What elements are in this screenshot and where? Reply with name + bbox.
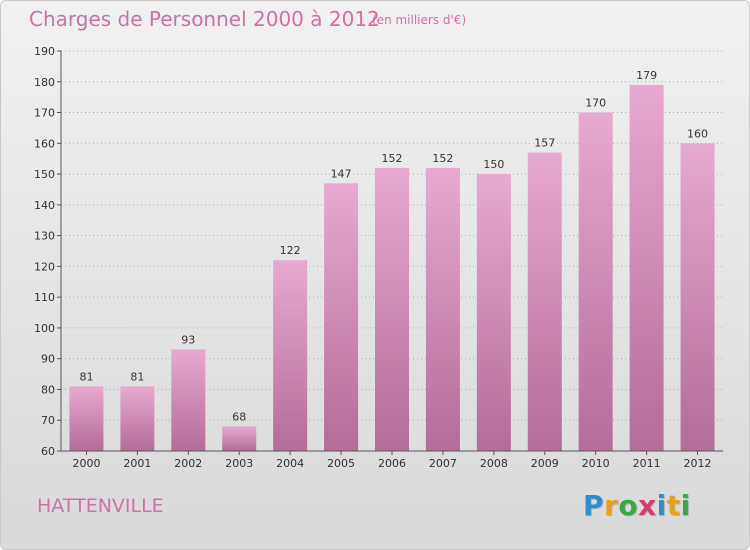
bar-value-label: 68: [232, 410, 246, 423]
x-tick-label: 2005: [327, 457, 355, 470]
x-tick-label: 2012: [684, 457, 712, 470]
y-tick-label: 140: [34, 199, 55, 212]
bar-value-label: 93: [181, 333, 195, 346]
x-tick-label: 2006: [378, 457, 406, 470]
x-tick-label: 2008: [480, 457, 508, 470]
bar-value-label: 147: [331, 167, 352, 180]
chart-title: Charges de Personnel 2000 à 2012: [29, 7, 380, 31]
bars: [69, 84, 715, 452]
y-tick-label: 190: [34, 45, 55, 58]
bar-value-label: 150: [483, 158, 504, 171]
bar: [680, 143, 715, 452]
y-tick-label: 110: [34, 291, 55, 304]
bar-value-label: 81: [130, 370, 144, 383]
y-tick-label: 170: [34, 107, 55, 120]
proxiti-logo[interactable]: Proxiti: [583, 489, 691, 522]
bar: [222, 426, 257, 451]
bar: [629, 84, 664, 451]
logo-letter: t: [666, 489, 681, 522]
x-tick-label: 2001: [123, 457, 151, 470]
bar: [324, 183, 359, 452]
x-tick-label: 2010: [582, 457, 610, 470]
bar: [69, 386, 104, 451]
bar-value-label: 81: [79, 370, 93, 383]
bar-value-label: 160: [687, 127, 708, 140]
y-tick-label: 100: [34, 322, 55, 335]
bar: [476, 174, 511, 452]
commune-name: HATTENVILLE: [37, 495, 164, 517]
x-tick-label: 2009: [531, 457, 559, 470]
bar: [375, 167, 409, 451]
labels: 60 70 80 90 100 110 120 130 140 150 160 170 180 190 81…: [34, 45, 712, 470]
y-tick-label: 90: [41, 353, 55, 366]
x-tick-label: 2007: [429, 457, 457, 470]
bar: [425, 167, 460, 451]
bar: [120, 386, 155, 451]
chart-subtitle: (en milliers d'€): [372, 13, 467, 27]
x-tick-label: 2004: [276, 457, 304, 470]
axes: [57, 50, 723, 455]
x-tick-label: 2000: [72, 457, 100, 470]
bar-value-label: 157: [534, 137, 555, 150]
bar-value-label: 170: [585, 97, 606, 110]
y-tick-label: 130: [34, 230, 55, 243]
y-tick-label: 150: [34, 168, 55, 181]
bar: [578, 112, 613, 452]
bar-value-label: 179: [636, 69, 657, 82]
x-tick-label: 2003: [225, 457, 253, 470]
logo-letter: r: [604, 489, 619, 522]
logo-letter: i: [656, 489, 667, 522]
y-tick-label: 60: [41, 445, 55, 458]
logo-letter: x: [638, 489, 657, 522]
bar: [527, 152, 562, 452]
bar-value-label: 152: [382, 152, 403, 165]
bar: [171, 349, 206, 451]
logo-letter: o: [618, 489, 639, 522]
logo-letter: P: [583, 489, 605, 522]
y-tick-label: 120: [34, 260, 55, 273]
y-tick-label: 180: [34, 76, 55, 89]
bar-value-label: 122: [280, 244, 301, 257]
x-tick-label: 2002: [174, 457, 202, 470]
logo-letter: i: [680, 489, 691, 522]
bar: [273, 260, 308, 451]
y-tick-label: 80: [41, 383, 55, 396]
bar-value-label: 152: [432, 152, 453, 165]
y-tick-label: 70: [41, 414, 55, 427]
y-tick-label: 160: [34, 137, 55, 150]
x-tick-label: 2011: [633, 457, 661, 470]
